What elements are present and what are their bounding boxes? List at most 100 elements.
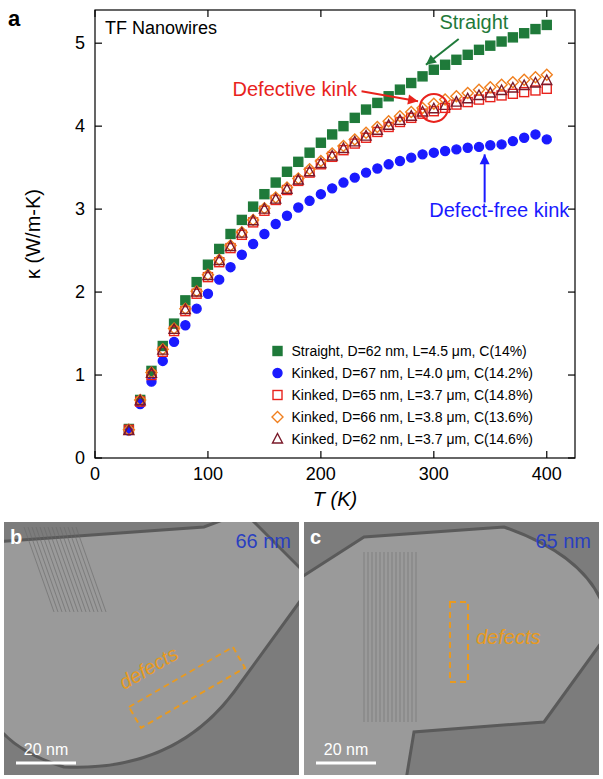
data-point (202, 269, 213, 280)
chart-title: TF Nanowires (105, 18, 217, 38)
x-tick-label: 300 (419, 464, 449, 484)
lattice-fringe (376, 552, 377, 722)
data-point (418, 72, 427, 81)
lattice-fringe (36, 527, 66, 612)
data-point (294, 203, 303, 212)
scale-bar-label: 20 nm (324, 741, 368, 758)
lattice-fringe (76, 527, 106, 612)
lattice-fringe (60, 527, 90, 612)
defect-box (450, 602, 468, 682)
legend-marker (273, 369, 282, 378)
lattice-fringe (380, 552, 381, 722)
data-point (170, 337, 179, 346)
data-point (316, 158, 326, 168)
data-point (520, 29, 529, 38)
diameter-label: 65 nm (535, 530, 591, 552)
annotations: StraightDefective kinkDefect-free kink (233, 11, 571, 221)
y-tick-right (568, 291, 575, 292)
data-point (338, 143, 348, 153)
x-tick-top (546, 10, 547, 17)
panel-label: a (8, 6, 21, 31)
annotation: Defect-free kink (429, 199, 570, 221)
y-tick-right (568, 457, 575, 458)
nanowire (4, 522, 299, 767)
data-point (463, 50, 472, 59)
data-point (304, 164, 315, 175)
data-point (282, 184, 292, 194)
x-tick (546, 451, 547, 458)
x-tick-top (94, 10, 95, 17)
data-point (508, 89, 517, 98)
data-point (373, 98, 382, 107)
data-point (192, 287, 202, 297)
data-point (475, 45, 484, 54)
data-point (146, 368, 156, 378)
data-point (406, 111, 416, 120)
legend-marker (273, 391, 282, 400)
lattice-fringe (68, 527, 98, 612)
series (124, 20, 551, 433)
data-point (249, 202, 258, 211)
legend-label: Kinked, D=67 nm, L=4.0 μm, C(14.2%) (292, 365, 534, 381)
x-tick-top (207, 10, 208, 17)
data-point (542, 135, 551, 144)
legend-label: Kinked, D=66 nm, L=3.8 μm, C(13.6%) (292, 409, 534, 425)
data-point (418, 150, 427, 159)
data-point (271, 220, 280, 229)
diameter-label: 66 nm (235, 530, 291, 552)
data-point (339, 178, 348, 187)
data-point (203, 270, 213, 280)
data-point (373, 164, 382, 173)
data-point (203, 289, 212, 298)
data-point (181, 321, 190, 330)
legend: Straight, D=62 nm, L=4.5 μm, C(14%)Kinke… (272, 343, 533, 447)
data-point (124, 425, 133, 434)
data-point (327, 148, 338, 159)
data-point (191, 286, 202, 297)
data-point (384, 120, 394, 129)
y-tick-label: 0 (75, 448, 85, 468)
data-point (372, 125, 382, 135)
data-point (349, 134, 360, 145)
lattice-fringe (388, 552, 389, 722)
x-tick-top (320, 10, 321, 17)
data-point (124, 425, 134, 435)
data-point (508, 33, 517, 42)
x-tick (433, 451, 434, 458)
data-point (531, 25, 540, 34)
x-tick (207, 451, 208, 458)
data-point (429, 148, 438, 157)
data-point (542, 84, 551, 93)
lattice-fringe (384, 552, 385, 722)
data-point (180, 304, 190, 314)
annotation-circle (420, 94, 448, 122)
scale-bar-label: 20 nm (24, 741, 68, 758)
y-tick-label: 2 (75, 282, 85, 302)
legend-marker (272, 412, 283, 423)
data-point (248, 214, 259, 225)
data-point (463, 93, 473, 103)
data-point (395, 85, 404, 94)
legend-marker (273, 434, 283, 444)
data-point (237, 215, 246, 224)
data-point (328, 130, 337, 139)
data-point (294, 157, 303, 166)
data-point (520, 133, 529, 142)
figure: a0100200300400012345T (K)κ (W/m-K)TF Nan… (0, 0, 603, 779)
data-point (260, 230, 269, 239)
x-tick-label: 100 (193, 464, 223, 484)
annotation: Defective kink (233, 78, 358, 100)
lattice-fringe (392, 552, 393, 722)
data-point (315, 155, 326, 166)
data-point (214, 254, 225, 265)
data-point (135, 394, 146, 405)
data-point (283, 167, 292, 176)
x-tick-label: 200 (306, 464, 336, 484)
y-tick-right (568, 43, 575, 44)
data-point (157, 344, 168, 355)
data-point (282, 182, 293, 193)
data-point (530, 78, 540, 88)
data-group (123, 20, 552, 435)
data-point (508, 137, 517, 146)
y-tick (95, 291, 102, 292)
